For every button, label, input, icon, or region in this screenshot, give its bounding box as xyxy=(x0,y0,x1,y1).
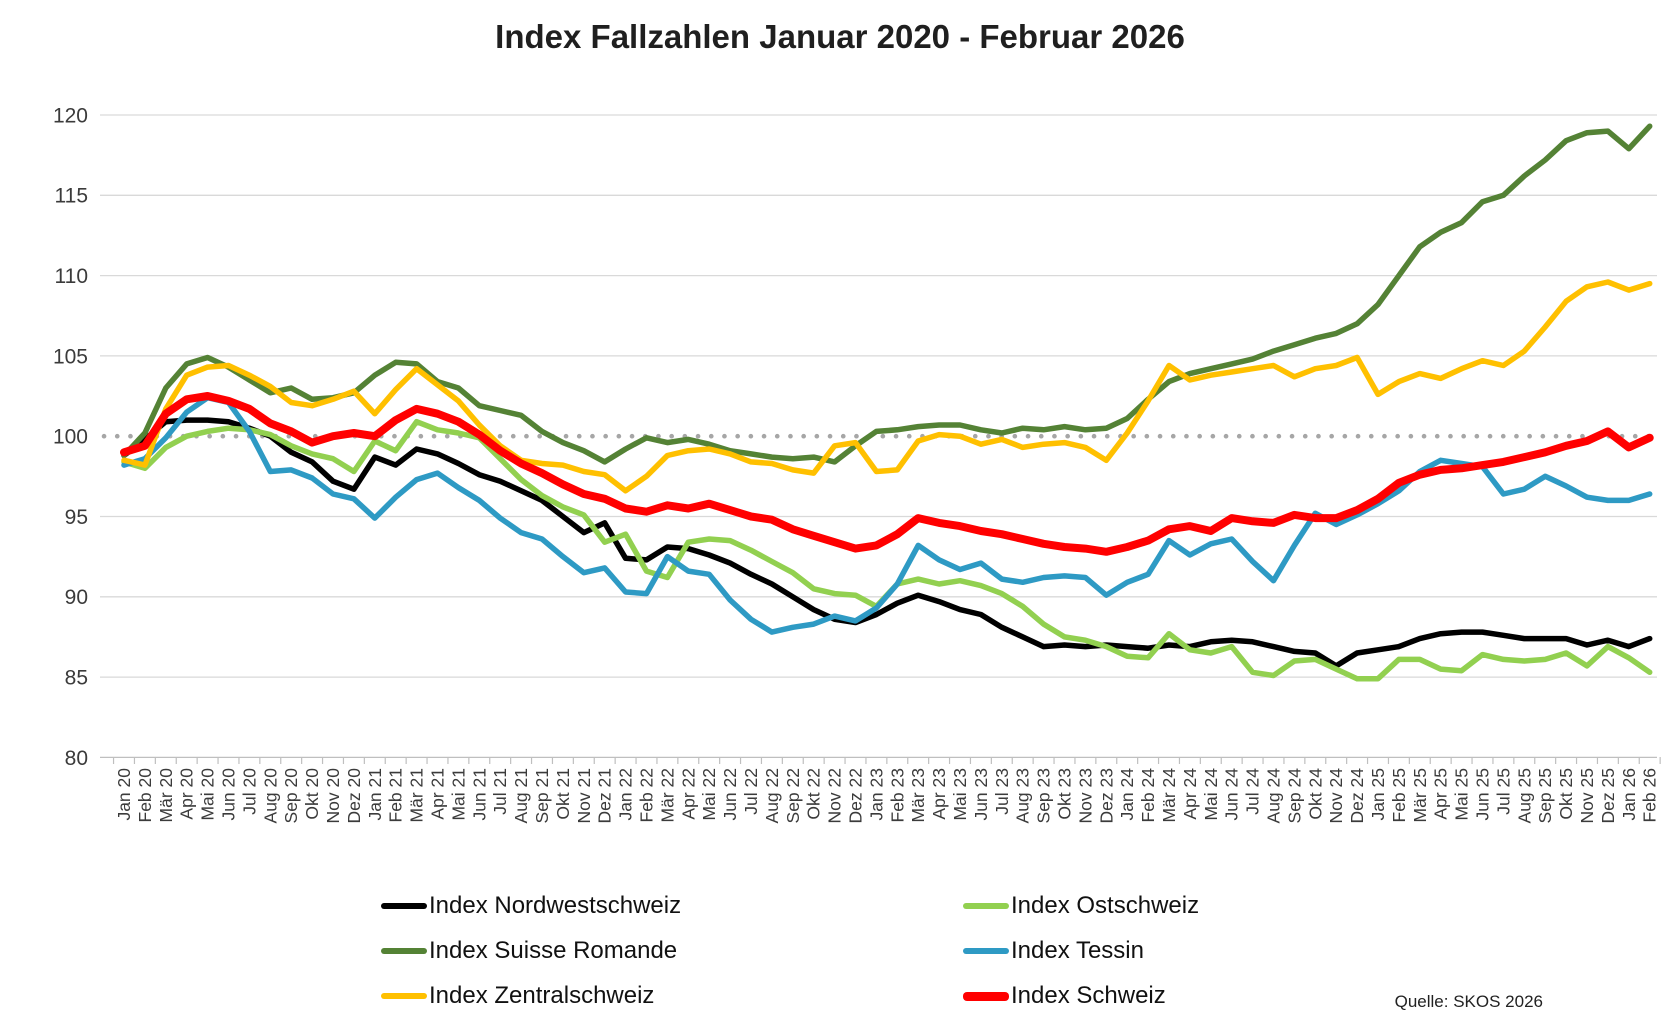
x-tick-label: Nov 21 xyxy=(574,768,594,823)
x-tick-label: Aug 22 xyxy=(762,768,782,823)
x-tick-label: Nov 23 xyxy=(1075,768,1095,823)
y-tick-label-95: 95 xyxy=(65,506,88,529)
x-tick-label: Jun 23 xyxy=(971,768,991,821)
x-tick-label: Mär 23 xyxy=(908,768,928,822)
x-tick-label: Jul 24 xyxy=(1243,768,1263,815)
x-tick-label: Jan 20 xyxy=(114,768,134,821)
y-axis-labels: 80 85 90 95 100 105 110 115 120 xyxy=(53,104,88,769)
x-tick-label: Jan 22 xyxy=(616,768,636,821)
x-tick-label: Dez 20 xyxy=(344,768,364,824)
x-tick-label: Aug 25 xyxy=(1514,768,1534,823)
x-tick-label: Dez 23 xyxy=(1096,768,1116,823)
x-tick-label: Okt 20 xyxy=(302,768,322,820)
x-tick-label: Apr 20 xyxy=(177,768,197,820)
x-tick-label: Sep 22 xyxy=(783,768,803,823)
source-note: Quelle: SKOS 2026 xyxy=(1394,992,1543,1011)
x-tick-label: Jul 23 xyxy=(992,768,1012,815)
x-tick-label: Mär 22 xyxy=(657,768,677,822)
gridlines xyxy=(100,114,1657,759)
y-tick-label-85: 85 xyxy=(65,666,88,689)
x-tick-label: Dez 25 xyxy=(1598,768,1618,823)
series-line-index-suisse-romande xyxy=(121,123,1653,465)
series-line-index-tessin xyxy=(121,394,1653,635)
x-tick-label: Sep 23 xyxy=(1034,768,1054,823)
x-tick-label: Mär 25 xyxy=(1410,768,1430,822)
series-line-index-nordwestschweiz xyxy=(121,417,1653,669)
y-tick-label-120: 120 xyxy=(53,104,88,127)
x-tick-label: Jul 25 xyxy=(1493,768,1513,815)
x-tick-label: Feb 24 xyxy=(1138,768,1158,823)
x-tick-label: Dez 22 xyxy=(846,768,866,823)
x-tick-label: Jun 25 xyxy=(1473,768,1493,821)
x-tick-label: Apr 21 xyxy=(428,768,448,820)
x-axis-ticks xyxy=(112,757,1661,764)
x-tick-label: Dez 21 xyxy=(595,768,615,823)
x-tick-label: Jul 22 xyxy=(741,768,761,815)
x-tick-label: Okt 21 xyxy=(553,768,573,820)
x-tick-label: Feb 23 xyxy=(887,768,907,822)
x-tick-label: Nov 25 xyxy=(1577,768,1597,823)
x-axis-labels: Jan 20 Feb 20 Mär 20 Apr 20 Mai 20 Jun 20 Jul … xyxy=(114,768,1660,824)
x-tick-label: Feb 25 xyxy=(1389,768,1409,822)
x-tick-label: Aug 21 xyxy=(511,768,531,823)
x-tick-label: Jan 21 xyxy=(365,768,385,821)
x-tick-label: Mär 24 xyxy=(1159,768,1179,823)
x-tick-label: Apr 25 xyxy=(1431,768,1451,820)
series-line-index-zentralschweiz xyxy=(121,279,1653,494)
x-tick-label: Mai 20 xyxy=(198,768,218,821)
y-tick-label-110: 110 xyxy=(55,265,88,288)
x-tick-label: Nov 22 xyxy=(825,768,845,823)
x-tick-label: Mai 23 xyxy=(950,768,970,821)
x-tick-label: Okt 25 xyxy=(1556,768,1576,820)
x-tick-label: Mär 20 xyxy=(156,768,176,823)
x-tick-label: Aug 24 xyxy=(1264,768,1284,824)
chart-title: Index Fallzahlen Januar 2020 - Februar 2… xyxy=(495,18,1185,55)
x-tick-label: Jan 26 xyxy=(1619,768,1639,821)
x-tick-label: Okt 23 xyxy=(1055,768,1075,820)
x-tick-label: Mai 22 xyxy=(699,768,719,821)
x-tick-label: Dez 24 xyxy=(1347,768,1367,824)
x-tick-label: Feb 22 xyxy=(637,768,657,822)
x-tick-label: Sep 25 xyxy=(1535,768,1555,823)
x-tick-label: Apr 24 xyxy=(1180,768,1200,820)
x-tick-label: Aug 20 xyxy=(260,768,280,824)
x-tick-label: Jan 24 xyxy=(1117,768,1137,821)
x-tick-label: Mai 25 xyxy=(1452,768,1472,821)
x-tick-label: Feb 21 xyxy=(386,768,406,822)
series-line-index-schweiz xyxy=(120,392,1654,556)
x-tick-label: Jul 21 xyxy=(490,768,510,815)
y-tick-label-100: 100 xyxy=(53,426,88,449)
x-tick-label: Sep 20 xyxy=(281,768,301,824)
series-lines xyxy=(120,123,1654,682)
x-tick-label: Mär 21 xyxy=(407,768,427,822)
x-tick-label: Nov 20 xyxy=(323,768,343,824)
x-tick-label: Jan 23 xyxy=(866,768,886,821)
x-tick-label: Jun 21 xyxy=(469,768,489,821)
x-tick-label: Mai 24 xyxy=(1201,768,1221,821)
y-tick-label-105: 105 xyxy=(53,345,88,368)
x-tick-label: Feb 20 xyxy=(135,768,155,823)
y-tick-label-90: 90 xyxy=(65,586,88,609)
x-tick-label: Sep 24 xyxy=(1284,768,1304,824)
x-tick-label: Jul 20 xyxy=(239,768,259,815)
x-tick-label: Apr 23 xyxy=(929,768,949,820)
x-tick-label: Okt 22 xyxy=(804,768,824,820)
x-tick-label: Jun 20 xyxy=(219,768,239,821)
x-tick-label: Nov 24 xyxy=(1326,768,1346,824)
x-tick-label: Jun 24 xyxy=(1222,768,1242,821)
x-tick-label: Jan 25 xyxy=(1368,768,1388,821)
x-tick-label: Mai 21 xyxy=(448,768,468,821)
y-tick-label-115: 115 xyxy=(55,185,88,208)
x-tick-label: Sep 21 xyxy=(532,768,552,823)
x-tick-label: Jun 22 xyxy=(720,768,740,821)
y-tick-label-80: 80 xyxy=(65,747,88,770)
x-tick-label: Aug 23 xyxy=(1013,768,1033,823)
x-tick-label: Okt 24 xyxy=(1305,768,1325,820)
x-tick-label: Apr 22 xyxy=(678,768,698,820)
x-tick-label: Feb 26 xyxy=(1640,768,1660,822)
